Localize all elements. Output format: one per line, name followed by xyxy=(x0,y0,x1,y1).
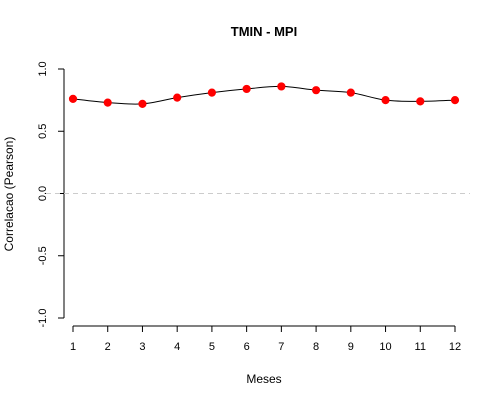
x-tick-label: 9 xyxy=(348,341,354,353)
x-tick-label: 4 xyxy=(174,341,180,353)
data-point xyxy=(416,97,425,106)
x-tick-label: 10 xyxy=(379,341,391,353)
data-point xyxy=(68,94,78,103)
data-point xyxy=(450,96,460,105)
x-tick-label: 5 xyxy=(209,341,215,353)
data-point xyxy=(242,84,251,94)
x-tick-label: 1 xyxy=(70,341,76,353)
y-tick-label: 0.5 xyxy=(37,124,49,139)
data-point xyxy=(138,99,147,108)
series-group xyxy=(68,82,460,108)
x-tick-label: 12 xyxy=(449,341,461,353)
x-axis-title: Meses xyxy=(246,372,281,386)
x-tick-label: 8 xyxy=(313,341,319,353)
x-tick-label: 2 xyxy=(105,341,111,353)
y-axis: -1.0 -0.5 0.0 0.5 1.0 xyxy=(37,61,65,328)
data-point xyxy=(277,82,286,91)
x-axis: 1 2 3 4 5 6 7 8 9 10 11 12 xyxy=(70,325,461,353)
x-tick-label: 11 xyxy=(415,341,426,353)
data-point xyxy=(173,93,182,102)
x-tick-label: 6 xyxy=(244,341,250,353)
data-point xyxy=(103,98,112,107)
data-point xyxy=(346,88,355,97)
data-point xyxy=(207,88,217,97)
series-line xyxy=(72,85,456,105)
x-tick-label: 7 xyxy=(278,341,284,353)
x-tick-label: 3 xyxy=(139,341,145,353)
y-tick-label: -1.0 xyxy=(37,309,49,328)
y-axis-title: Correlacao (Pearson) xyxy=(2,137,16,252)
y-tick-label: 1.0 xyxy=(37,61,49,76)
chart-title: TMIN - MPI xyxy=(231,24,297,39)
y-tick-label: 0.0 xyxy=(37,186,49,201)
data-point xyxy=(311,86,321,95)
data-point xyxy=(381,96,390,105)
y-tick-label: -0.5 xyxy=(37,246,49,265)
